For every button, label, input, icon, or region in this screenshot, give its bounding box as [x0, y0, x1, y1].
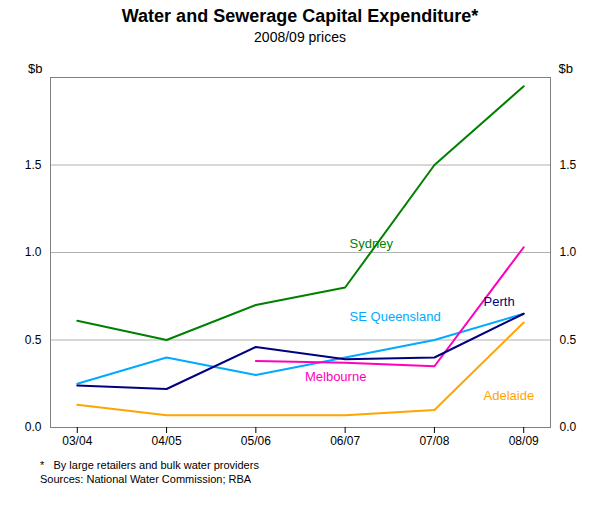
html-text:Water and Sewerage Capital Exp: Water and Sewerage Capital Expenditure*: [121, 6, 479, 26]
svg-text:Perth: Perth: [484, 294, 515, 309]
html-text:Sources: National Water Commis: Sources: National Water Commission; RBA: [40, 473, 252, 485]
html-text:2008/09 prices: 2008/09 prices: [254, 29, 346, 45]
svg-text:1.0: 1.0: [560, 245, 577, 259]
svg-text:0.5: 0.5: [560, 333, 577, 347]
html-text:* By large retailers and bulk: * By large retailers and bulk water prov…: [40, 459, 259, 471]
svg-text:0.0: 0.0: [560, 420, 577, 434]
svg-text:06/07: 06/07: [330, 434, 360, 448]
svg-text:Sydney: Sydney: [350, 236, 394, 251]
svg-text:1.0: 1.0: [25, 245, 42, 259]
svg-text:1.5: 1.5: [25, 158, 42, 172]
svg-text:$b: $b: [28, 61, 42, 76]
svg-text:Adelaide: Adelaide: [484, 388, 535, 403]
svg-text:03/04: 03/04: [62, 434, 92, 448]
svg-text:05/06: 05/06: [241, 434, 271, 448]
svg-text:08/09: 08/09: [509, 434, 539, 448]
svg-text:$b: $b: [559, 61, 573, 76]
svg-text:07/08: 07/08: [419, 434, 449, 448]
svg-text:SE Queensland: SE Queensland: [350, 309, 441, 324]
svg-text:0.0: 0.0: [25, 420, 42, 434]
svg-text:0.5: 0.5: [25, 333, 42, 347]
svg-text:04/05: 04/05: [152, 434, 182, 448]
svg-text:1.5: 1.5: [560, 158, 577, 172]
svg-text:Melbourne: Melbourne: [305, 369, 366, 384]
